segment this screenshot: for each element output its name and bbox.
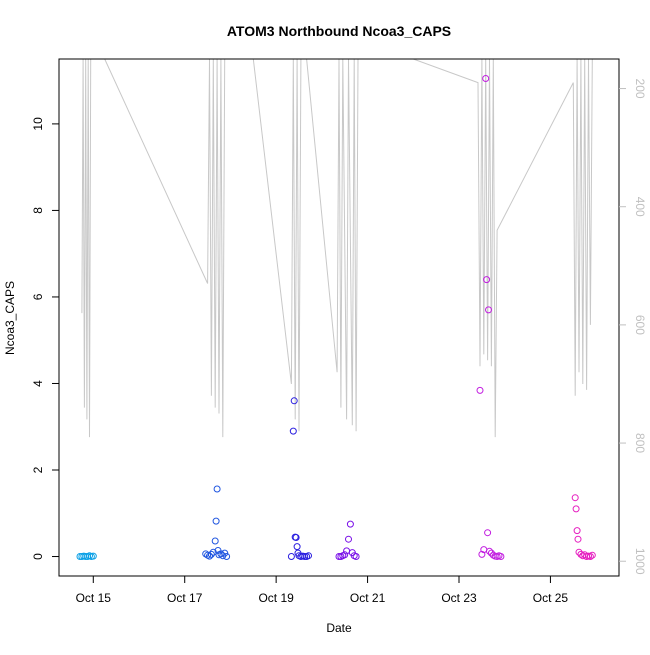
x-axis-label: Date (326, 621, 352, 635)
y2-tick-label: 400 (633, 197, 647, 217)
x-tick-label: Oct 25 (533, 591, 569, 605)
data-point (483, 276, 491, 284)
depth-trace-layer (81, 59, 593, 438)
data-points-layer (76, 75, 596, 560)
data-point (290, 397, 298, 405)
data-point (305, 552, 312, 560)
y2-tick-label: 600 (633, 315, 647, 335)
y-axis-label: Ncoa3_CAPS (3, 281, 17, 355)
data-point (341, 551, 349, 559)
data-point (476, 386, 484, 394)
data-point (482, 75, 490, 82)
data-point (586, 553, 594, 560)
y-tick-label: 8 (31, 207, 45, 214)
data-point (211, 537, 219, 545)
x-tick-label: Oct 23 (441, 591, 477, 605)
data-point (221, 549, 229, 557)
y-tick-label: 6 (31, 293, 45, 300)
data-point (574, 535, 582, 543)
data-point (575, 548, 583, 556)
data-point (497, 553, 505, 560)
x-tick-label: Oct 15 (76, 591, 112, 605)
data-point (287, 553, 295, 560)
y-tick-label: 4 (31, 380, 45, 387)
data-point (485, 306, 492, 314)
x-tick-label: Oct 17 (167, 591, 203, 605)
data-point (89, 552, 97, 560)
y-tick-label: 10 (31, 117, 45, 131)
data-point (571, 494, 579, 502)
x-tick-label: Oct 19 (258, 591, 294, 605)
data-point (301, 553, 309, 560)
axes-layer: 0 2 4 6 8 10 200 400 600 800 1000 Oct 15 Oct 17 Oct 1… (31, 58, 647, 605)
data-point (486, 547, 493, 555)
chart-title: ATOM3 Northbound Ncoa3_CAPS (227, 23, 451, 39)
data-point (207, 550, 215, 558)
data-point (293, 543, 301, 551)
data-point (209, 548, 217, 556)
depth-trace-line (81, 59, 593, 438)
data-point (206, 552, 213, 560)
x-tick-label: Oct 21 (350, 591, 386, 605)
data-point (588, 551, 596, 559)
data-point (223, 553, 231, 560)
data-point (572, 505, 580, 513)
y-tick-label: 2 (31, 466, 45, 473)
data-point (478, 550, 486, 558)
data-point (289, 427, 297, 435)
data-point (484, 529, 492, 537)
y-tick-label: 0 (31, 553, 45, 560)
data-point (346, 520, 354, 528)
data-point (345, 535, 352, 543)
data-point (573, 527, 581, 535)
data-point (212, 517, 220, 525)
y2-tick-label: 800 (633, 433, 647, 453)
data-point (292, 534, 300, 541)
data-point (217, 550, 225, 558)
data-point (352, 553, 360, 560)
plot-frame (58, 58, 620, 577)
y2-tick-label: 1000 (633, 548, 647, 575)
y2-tick-label: 200 (633, 79, 647, 99)
data-point (213, 485, 221, 493)
